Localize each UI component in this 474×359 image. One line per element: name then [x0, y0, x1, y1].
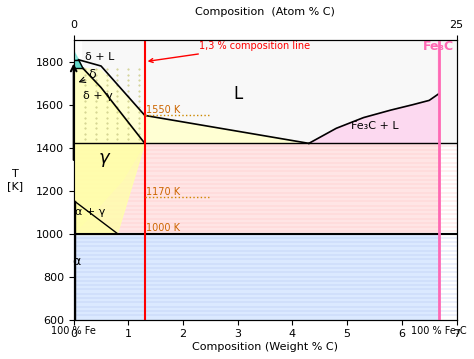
Polygon shape	[83, 68, 309, 143]
Text: 1,3 % composition line: 1,3 % composition line	[149, 41, 310, 62]
Polygon shape	[309, 40, 438, 143]
Polygon shape	[73, 234, 438, 320]
Polygon shape	[73, 143, 145, 234]
Y-axis label: T
[K]: T [K]	[7, 169, 23, 191]
Text: α + γ: α + γ	[75, 207, 105, 217]
Text: δ + L: δ + L	[85, 52, 114, 62]
Polygon shape	[73, 68, 145, 234]
Text: γ: γ	[99, 149, 109, 167]
Polygon shape	[73, 51, 79, 60]
Polygon shape	[73, 201, 75, 320]
Text: L: L	[233, 85, 242, 103]
Polygon shape	[73, 60, 83, 68]
Text: α: α	[73, 255, 81, 268]
Polygon shape	[83, 40, 456, 143]
Text: 1550 K: 1550 K	[146, 105, 180, 115]
Text: δ: δ	[89, 68, 96, 81]
X-axis label: Composition  (Atom % C): Composition (Atom % C)	[195, 7, 335, 17]
Polygon shape	[73, 201, 118, 234]
Text: 1000 K: 1000 K	[146, 223, 180, 233]
Text: δ + γ: δ + γ	[83, 91, 113, 101]
X-axis label: Composition (Weight % C): Composition (Weight % C)	[192, 342, 338, 352]
Polygon shape	[83, 68, 309, 143]
Text: Fe₃C + L: Fe₃C + L	[351, 121, 398, 131]
Text: 1170 K: 1170 K	[146, 187, 180, 197]
Text: Fe₃C: Fe₃C	[423, 40, 454, 53]
Text: 100 % Fe: 100 % Fe	[51, 326, 96, 336]
Text: 100 % Fe₃C: 100 % Fe₃C	[410, 326, 466, 336]
Polygon shape	[73, 143, 438, 234]
